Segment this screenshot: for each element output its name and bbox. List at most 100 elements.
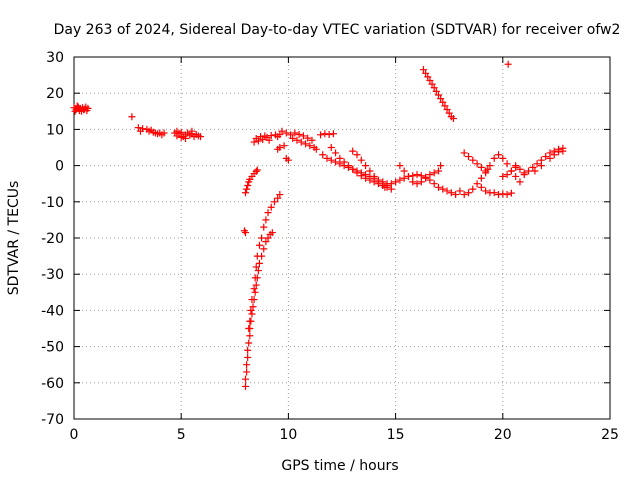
y-axis-label: SDTVAR / TECUs xyxy=(6,181,22,296)
chart-title: Day 263 of 2024, Sidereal Day-to-day VTE… xyxy=(54,22,621,38)
y-tick-label: -70 xyxy=(41,412,64,428)
series-arc-3 xyxy=(134,124,168,139)
data-point xyxy=(282,129,290,137)
data-point xyxy=(456,187,464,195)
data-point xyxy=(276,191,284,199)
data-point xyxy=(396,162,404,170)
data-point xyxy=(243,185,251,193)
axis-ticks xyxy=(73,56,611,420)
series-arc-19 xyxy=(486,151,528,186)
data-point xyxy=(245,339,253,347)
data-point xyxy=(464,189,472,197)
x-tick-label: 15 xyxy=(387,427,405,443)
data-point xyxy=(542,153,550,161)
data-point xyxy=(84,104,92,112)
data-point xyxy=(274,194,282,202)
data-point xyxy=(362,162,370,170)
data-point xyxy=(252,263,260,271)
data-point xyxy=(327,144,335,151)
data-point xyxy=(512,163,520,171)
data-point xyxy=(559,147,567,155)
data-points xyxy=(70,60,567,390)
series-arc-1 xyxy=(70,102,92,115)
y-tick-label: -40 xyxy=(41,303,64,319)
data-point xyxy=(499,172,507,180)
data-point xyxy=(428,80,436,88)
data-point xyxy=(499,190,507,198)
data-point xyxy=(196,133,204,141)
series-arc-23 xyxy=(520,144,567,179)
data-point xyxy=(250,285,258,293)
data-point xyxy=(297,138,305,146)
data-point xyxy=(73,102,81,110)
data-point xyxy=(490,189,498,197)
data-point xyxy=(460,191,468,199)
y-tick-label: -10 xyxy=(41,195,64,211)
data-point xyxy=(366,167,374,175)
data-point xyxy=(173,127,181,135)
data-point xyxy=(268,229,276,237)
data-point xyxy=(409,172,417,180)
data-point xyxy=(321,130,329,138)
data-point xyxy=(383,182,391,190)
data-point xyxy=(289,134,297,142)
data-point xyxy=(490,154,498,162)
data-point xyxy=(430,169,438,177)
data-point xyxy=(445,109,453,117)
data-point xyxy=(128,113,136,121)
y-tick-label: -30 xyxy=(41,267,64,283)
data-point xyxy=(473,160,481,168)
data-point xyxy=(537,162,545,170)
data-point xyxy=(362,174,370,182)
data-point xyxy=(437,95,445,103)
y-tick-labels: -70 -60 -50 -40 -30 -20 -10 0 10 20 30 xyxy=(41,50,64,428)
data-point xyxy=(503,191,511,199)
data-point xyxy=(248,296,256,304)
data-point xyxy=(251,288,259,296)
data-point xyxy=(443,187,451,195)
data-point xyxy=(531,167,539,175)
data-point xyxy=(302,140,310,148)
data-point xyxy=(255,241,263,249)
data-point xyxy=(504,60,512,68)
data-point xyxy=(340,158,348,166)
data-point xyxy=(332,149,340,157)
data-point xyxy=(251,274,259,282)
data-point xyxy=(248,310,256,318)
data-point xyxy=(486,162,494,170)
y-tick-label: 10 xyxy=(46,122,64,138)
y-tick-label: -20 xyxy=(41,231,64,247)
data-point xyxy=(265,136,273,144)
data-point xyxy=(516,165,524,173)
data-point xyxy=(250,138,258,146)
data-point xyxy=(260,245,268,253)
data-point xyxy=(304,134,312,142)
data-point xyxy=(139,125,147,133)
data-point xyxy=(284,156,292,164)
data-point xyxy=(349,165,357,173)
data-point xyxy=(242,229,250,237)
data-point xyxy=(327,156,335,164)
x-axis-label: GPS time / hours xyxy=(281,458,398,474)
data-point xyxy=(413,180,421,188)
data-point xyxy=(434,91,442,99)
data-point xyxy=(387,180,395,188)
data-point xyxy=(512,172,520,180)
data-point xyxy=(249,303,257,311)
x-tick-label: 10 xyxy=(279,427,297,443)
x-tick-labels: 0 5 10 15 20 25 xyxy=(70,427,619,443)
data-point xyxy=(336,154,344,162)
data-point xyxy=(242,375,250,383)
data-point xyxy=(525,167,533,175)
data-point xyxy=(434,183,442,191)
data-point xyxy=(533,160,541,168)
series-arc-9 xyxy=(250,130,284,146)
data-point xyxy=(404,172,412,180)
data-point xyxy=(516,178,524,186)
y-tick-label: 30 xyxy=(46,50,64,66)
data-point xyxy=(437,162,445,170)
data-point xyxy=(332,158,340,166)
data-point xyxy=(244,353,252,361)
data-point xyxy=(240,227,248,235)
